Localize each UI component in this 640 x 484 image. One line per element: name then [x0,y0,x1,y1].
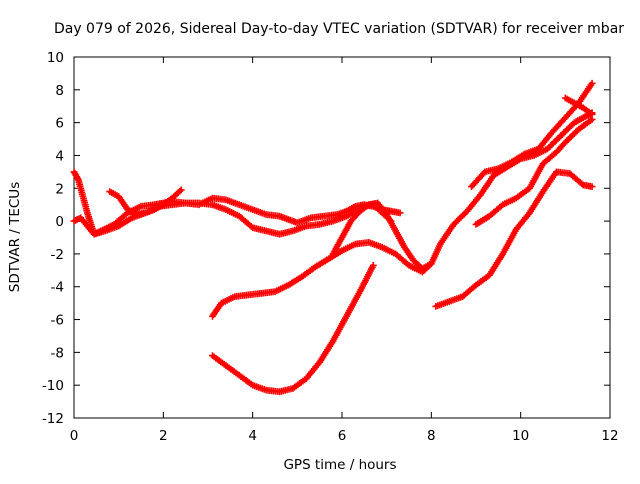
x-tick-label: 2 [159,428,168,444]
axis-tick-labels: 0 2 4 6 8 10 12 -12 -10 -8 -6 -4 -2 0 2 4 6 8 10 [42,50,619,444]
y-axis-label: SDTVAR / TECUs [7,182,23,292]
x-tick-label: 0 [70,428,79,444]
x-tick-label: 6 [338,428,347,444]
y-tick-label: -10 [42,378,64,394]
x-tick-label: 10 [512,428,529,444]
axis-ticks [73,56,611,419]
y-tick-label: 4 [55,148,64,164]
y-tick-label: -4 [51,280,64,296]
series-markers [70,79,596,396]
y-tick-label: -2 [51,247,64,263]
x-tick-label: 8 [427,428,436,444]
y-tick-label: -8 [51,345,64,361]
y-tick-label: 6 [55,116,64,132]
y-tick-label: 8 [55,83,64,99]
y-tick-label: -12 [42,411,64,427]
chart-title: Day 079 of 2026, Sidereal Day-to-day VTE… [54,21,624,37]
y-tick-label: 2 [55,181,64,197]
y-tick-label: 0 [55,214,64,230]
data-points [70,79,596,396]
x-axis-label: GPS time / hours [283,457,396,473]
x-tick-label: 4 [248,428,257,444]
y-tick-label: -6 [51,313,64,329]
y-tick-label: 10 [47,50,64,66]
x-tick-label: 12 [601,428,618,444]
